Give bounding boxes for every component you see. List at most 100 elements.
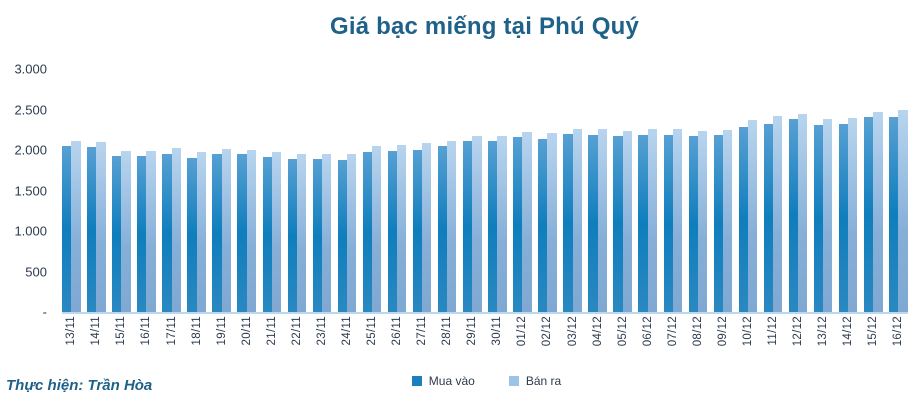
- bar-ban-ra: [121, 150, 131, 312]
- bar-ban-ra: [321, 153, 332, 312]
- x-tick-label: 26/11: [388, 316, 407, 366]
- x-tick-label-text: 09/12: [716, 316, 729, 347]
- bar-ban-ra: [722, 129, 733, 312]
- x-tick-label: 29/11: [463, 316, 482, 366]
- bar-group: [287, 69, 307, 312]
- x-tick-label-text: 08/12: [691, 316, 704, 347]
- bar-ban-ra: [522, 132, 532, 312]
- bar-mua-vao: [237, 154, 247, 312]
- bar-ban-ra: [823, 118, 833, 312]
- legend-swatch-mua-vao-icon: [411, 376, 422, 386]
- x-tick-label-text: 11/12: [767, 316, 779, 346]
- bar-group: [588, 69, 607, 312]
- bar-ban-ra: [196, 152, 206, 312]
- x-tick-label: 14/12: [839, 316, 858, 366]
- bar-group: [738, 69, 758, 312]
- x-tick-label: 27/11: [413, 316, 432, 366]
- bar-ban-ra: [572, 128, 582, 312]
- bar-ban-ra: [271, 152, 281, 312]
- bar-mua-vao: [87, 146, 97, 312]
- bar-group: [563, 69, 582, 312]
- bar-group: [362, 69, 382, 312]
- legend-label-mua-vao: Mua vào: [428, 374, 475, 388]
- bar-group: [513, 69, 532, 312]
- bar-mua-vao: [212, 154, 222, 312]
- bar-group: [889, 69, 908, 312]
- x-tick-label-text: 13/11: [65, 316, 78, 346]
- x-tick-label: 19/11: [212, 316, 231, 366]
- x-tick-label: 08/12: [689, 316, 708, 366]
- bar-mua-vao: [588, 134, 598, 312]
- x-tick-label: 20/11: [237, 316, 256, 366]
- x-tick-label: 16/12: [889, 316, 908, 366]
- x-tick-label: 15/12: [864, 316, 883, 366]
- x-tick-label-text: 20/11: [240, 316, 253, 346]
- bar-mua-vao: [287, 158, 297, 312]
- bar-group: [638, 69, 657, 312]
- x-tick-label: 03/12: [563, 316, 582, 366]
- x-tick-label-text: 13/12: [817, 316, 830, 347]
- x-tick-label: 12/12: [789, 316, 808, 366]
- bar-group: [87, 69, 106, 312]
- legend-swatch-ban-ra-icon: [508, 376, 519, 386]
- x-tick-label: 23/11: [313, 316, 332, 366]
- bar-group: [788, 69, 808, 312]
- bar-ban-ra: [96, 141, 106, 312]
- x-tick-label: 07/12: [664, 316, 683, 366]
- bar-ban-ra: [497, 135, 507, 312]
- x-tick-label: 11/12: [764, 316, 783, 366]
- bar-group: [488, 69, 507, 312]
- bar-mua-vao: [387, 150, 398, 312]
- bar-mua-vao: [864, 116, 874, 312]
- bar-ban-ra: [697, 130, 708, 312]
- x-tick-label-text: 06/12: [641, 316, 654, 347]
- x-tick-label-text: 17/11: [165, 316, 178, 346]
- x-tick-label: 06/12: [638, 316, 657, 366]
- bar-mua-vao: [463, 141, 473, 312]
- bar-group: [412, 69, 432, 312]
- x-tick-label: 18/11: [187, 316, 206, 366]
- bar-mua-vao: [112, 156, 122, 312]
- bar-group: [337, 69, 357, 312]
- y-tick-label: 1.000: [14, 223, 47, 239]
- y-tick-label: 2.500: [14, 102, 47, 117]
- bar-group: [312, 69, 332, 312]
- bar-group: [838, 69, 858, 312]
- x-tick-label-text: 26/11: [391, 316, 404, 346]
- bar-mua-vao: [763, 123, 773, 312]
- legend-label-ban-ra: Bán ra: [525, 374, 562, 388]
- x-tick-label: 05/12: [613, 316, 632, 366]
- x-tick-label: 13/11: [62, 316, 81, 366]
- legend-item-mua-vao: Mua vào: [411, 374, 475, 388]
- bar-mua-vao: [738, 126, 748, 312]
- chart-title: Giá bạc miếng tại Phú Quý: [329, 13, 640, 40]
- x-tick-label-text: 14/11: [90, 316, 103, 346]
- y-tick-label: 3.000: [14, 61, 47, 77]
- bar-ban-ra: [422, 143, 432, 312]
- bar-ban-ra: [472, 135, 482, 312]
- bar-ban-ra: [296, 154, 307, 312]
- x-tick-label-text: 16/12: [892, 316, 905, 347]
- bar-group: [538, 69, 557, 312]
- bar-mua-vao: [813, 124, 824, 312]
- x-tick-label-text: 21/11: [265, 316, 278, 346]
- bar-mua-vao: [437, 146, 448, 312]
- bar-mua-vao: [62, 145, 72, 312]
- credit-text: Thực hiện: Trần Hòa: [6, 377, 153, 394]
- bar-ban-ra: [547, 132, 557, 312]
- x-tick-label: 15/11: [112, 316, 131, 366]
- x-tick-label: 24/11: [338, 316, 357, 366]
- x-axis-labels: 13/11 14/11 15/11 16/11 17/11 18/11 19/11 20/11…: [62, 316, 908, 366]
- x-tick-label: 21/11: [263, 316, 282, 366]
- x-tick-label-text: 10/12: [741, 316, 754, 347]
- bar-ban-ra: [221, 148, 231, 312]
- bar-ban-ra: [397, 145, 407, 312]
- bar-mua-vao: [488, 141, 498, 312]
- bar-ban-ra: [71, 141, 81, 312]
- x-tick-label-text: 22/11: [290, 316, 303, 346]
- x-tick-label-text: 19/11: [215, 316, 228, 346]
- x-tick-label: 30/11: [488, 316, 507, 366]
- bar-group: [437, 69, 457, 312]
- bar-group: [663, 69, 682, 312]
- bar-mua-vao: [788, 119, 799, 312]
